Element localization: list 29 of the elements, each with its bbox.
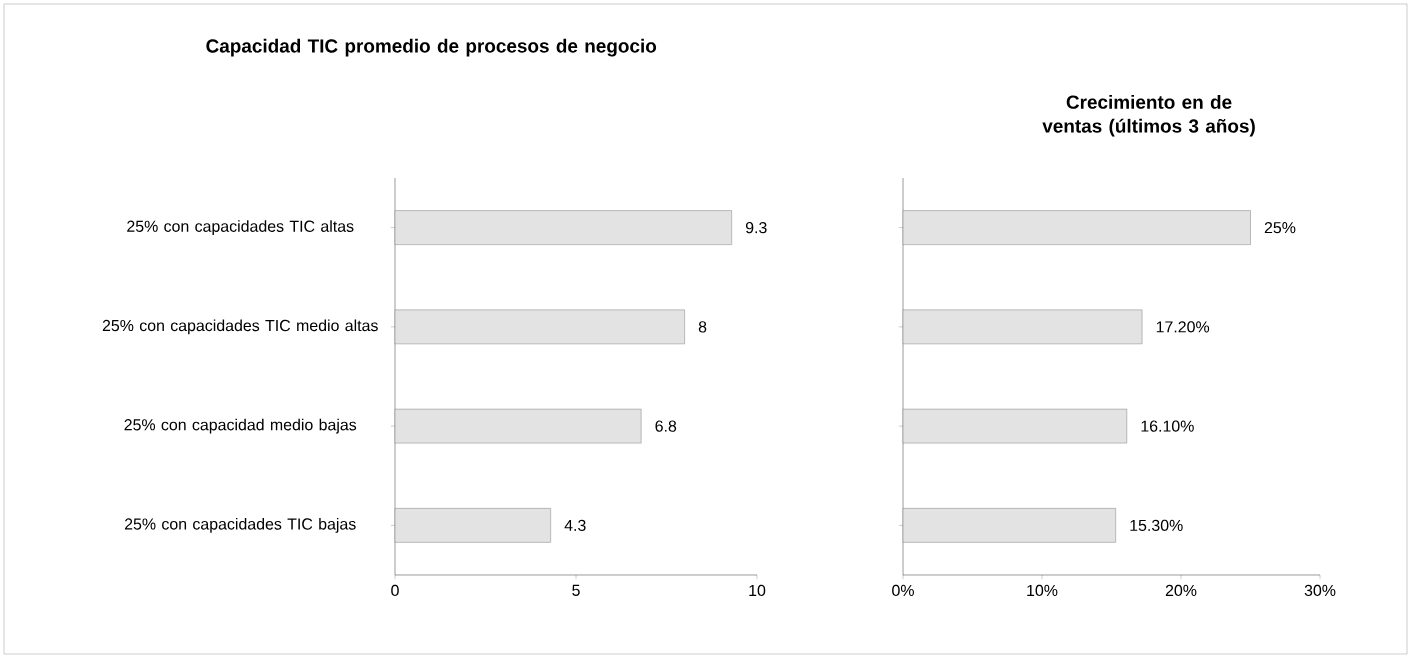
bar xyxy=(902,508,1116,543)
data-label: 8 xyxy=(698,321,707,333)
data-label: 15.30% xyxy=(1130,519,1183,532)
bar xyxy=(394,508,551,543)
data-label: 4.3 xyxy=(564,519,586,532)
data-label: 6.8 xyxy=(655,420,677,432)
chart-title: Crecimiento en de ventas (últimos 3 años) xyxy=(1042,94,1255,137)
y-tick-label: 25% con capacidad medio bajas xyxy=(124,418,357,434)
bar xyxy=(394,309,685,345)
data-label: 16.10% xyxy=(1141,420,1194,432)
x-tick-label: 10% xyxy=(1027,584,1058,597)
data-label: 25% xyxy=(1264,221,1296,234)
data-label: 9.3 xyxy=(745,221,767,234)
data-label: 17.20% xyxy=(1156,321,1210,333)
y-tick-label: 25% con capacidades TIC bajas xyxy=(124,517,356,533)
bar xyxy=(902,309,1143,345)
chart-title: Capacidad TIC promedio de procesos de negocio xyxy=(206,38,657,57)
x-tick-label: 0% xyxy=(892,584,914,597)
bar xyxy=(902,210,1251,245)
bar xyxy=(394,210,732,245)
y-tick-label: 25% con capacidades TIC medio altas xyxy=(102,319,378,335)
bar xyxy=(902,408,1127,444)
x-tick-label: 0 xyxy=(391,584,399,597)
x-tick-label: 20% xyxy=(1165,584,1197,597)
y-tick-label: 25% con capacidades TIC altas xyxy=(127,220,354,236)
x-tick-label: 30% xyxy=(1304,584,1336,597)
x-tick-label: 5 xyxy=(572,584,580,596)
bar xyxy=(394,408,642,444)
x-tick-label: 10 xyxy=(749,584,766,597)
